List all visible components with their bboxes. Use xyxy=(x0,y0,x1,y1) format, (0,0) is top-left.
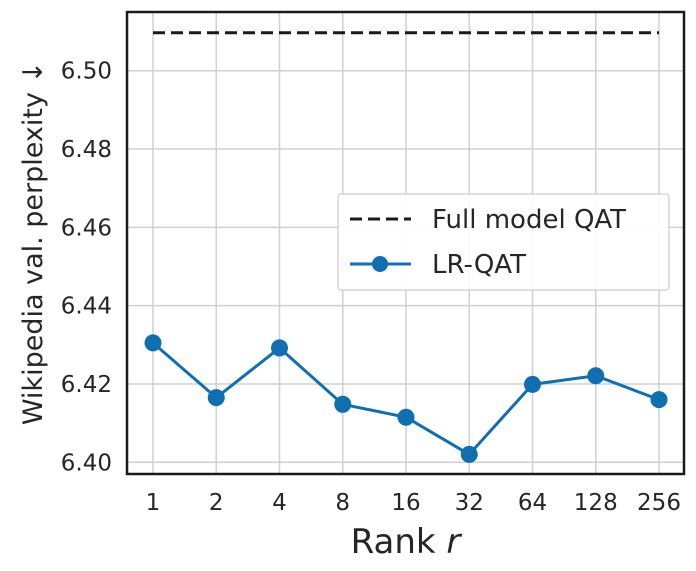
x-axis-title-text: Rank xyxy=(351,522,447,562)
data-point-lr-qat xyxy=(397,408,415,426)
y-axis-title: Wikipedia val. perplexity ↓ xyxy=(18,61,49,425)
data-point-lr-qat xyxy=(650,391,668,409)
legend-marker-lr-qat xyxy=(372,256,388,272)
legend-label-full-model-qat: Full model QAT xyxy=(432,205,626,235)
data-point-lr-qat xyxy=(587,367,605,385)
x-tick-label: 128 xyxy=(574,490,618,516)
y-tick-label: 6.46 xyxy=(61,215,112,241)
y-tick-label: 6.50 xyxy=(61,59,112,85)
plot-frame xyxy=(125,10,686,476)
x-tick-label: 4 xyxy=(272,490,287,516)
data-point-lr-qat xyxy=(271,339,288,357)
data-point-lr-qat xyxy=(207,389,225,407)
x-axis-title-variable: r xyxy=(446,522,462,562)
data-point-lr-qat xyxy=(460,445,478,463)
data-point-lr-qat xyxy=(334,395,352,413)
y-tick-label: 6.44 xyxy=(61,294,112,320)
legend-box xyxy=(337,193,670,291)
x-tick-label: 16 xyxy=(391,490,420,516)
y-tick-label: 6.40 xyxy=(61,450,112,476)
legend-label-lr-qat: LR-QAT xyxy=(432,250,526,280)
y-tick-labels: 6.40 6.42 6.44 6.46 6.48 6.50 xyxy=(61,59,112,477)
x-tick-label: 64 xyxy=(518,490,547,516)
x-tick-label: 2 xyxy=(209,490,224,516)
x-tick-label: 1 xyxy=(146,490,161,516)
legend: Full model QAT LR-QAT xyxy=(337,193,670,291)
data-point-lr-qat xyxy=(524,375,541,393)
x-tick-label: 256 xyxy=(637,490,681,516)
x-tick-labels: 1 2 4 8 16 32 64 128 256 xyxy=(146,490,681,516)
y-tick-label: 6.48 xyxy=(61,137,112,163)
y-tick-label: 6.42 xyxy=(61,372,112,398)
data-point-lr-qat xyxy=(144,334,162,352)
x-tick-label: 8 xyxy=(335,490,350,516)
x-axis-title: Rank r xyxy=(351,522,463,562)
x-tick-label: 32 xyxy=(455,490,484,516)
series-layer xyxy=(144,31,668,463)
